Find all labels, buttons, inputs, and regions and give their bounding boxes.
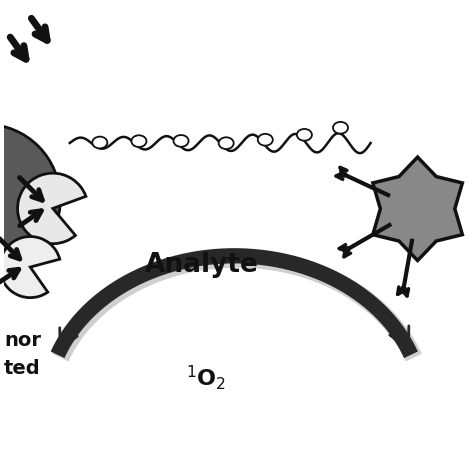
Text: Analyte: Analyte — [145, 252, 258, 278]
Ellipse shape — [219, 137, 234, 149]
Circle shape — [0, 124, 60, 274]
Wedge shape — [0, 237, 60, 298]
Polygon shape — [373, 157, 462, 261]
Text: $^1$O$_2$: $^1$O$_2$ — [186, 364, 226, 392]
Ellipse shape — [258, 134, 273, 146]
Ellipse shape — [173, 135, 189, 147]
Text: nor: nor — [4, 331, 41, 350]
Ellipse shape — [92, 137, 107, 148]
Text: ted: ted — [4, 359, 41, 378]
Ellipse shape — [297, 129, 312, 141]
Wedge shape — [18, 173, 86, 244]
Ellipse shape — [333, 122, 348, 134]
Ellipse shape — [131, 135, 146, 147]
